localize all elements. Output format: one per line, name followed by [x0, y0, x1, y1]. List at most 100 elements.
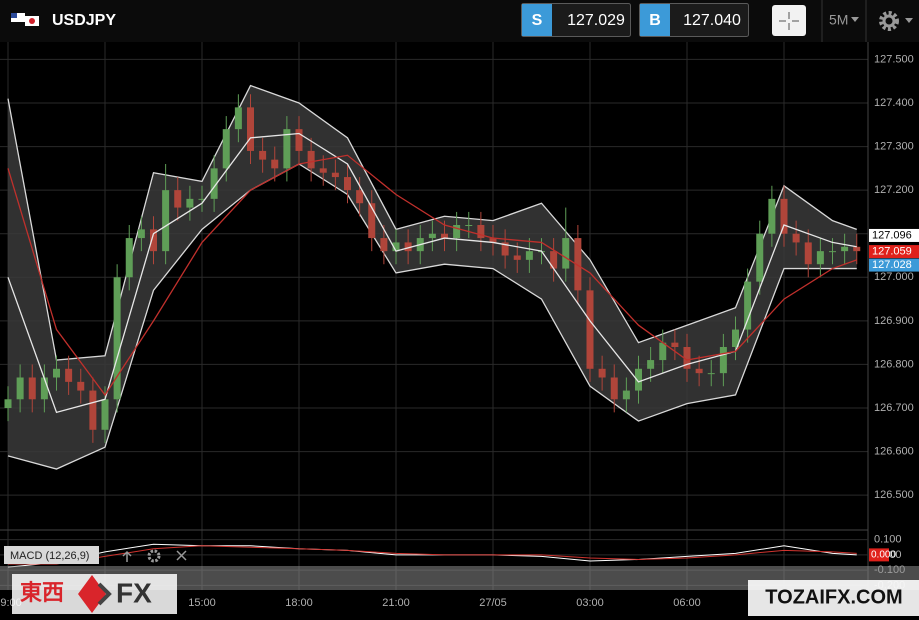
chart-layer: 126.500 126.600 126.700 126.800 126.900 127.0…	[0, 42, 919, 609]
candle-body	[695, 368, 703, 374]
price-tag	[869, 228, 919, 242]
flag-us-canton	[11, 13, 17, 18]
candle-body	[125, 238, 133, 278]
candle-body	[4, 399, 12, 408]
candle-body	[16, 377, 24, 400]
candle-body	[562, 238, 570, 269]
candle-body	[137, 229, 145, 239]
x-tick-label: 15:00	[188, 597, 216, 609]
y-tick-label: 127.000	[874, 271, 914, 283]
candle-body	[319, 168, 327, 173]
band-fill	[8, 85, 857, 470]
flag-jp-sun	[29, 18, 35, 24]
logo-cjk: 東西	[20, 580, 64, 605]
y-tick-label: 126.900	[874, 315, 914, 327]
candle-body	[841, 246, 849, 252]
x-tick-label: 06:00	[673, 597, 701, 609]
timeframe-caret	[851, 17, 859, 22]
candle-body	[792, 233, 800, 243]
x-tick-label: 21:00	[382, 597, 410, 609]
candle-body	[829, 251, 836, 253]
y-tick-label: 126.700	[874, 402, 914, 414]
logo-latin: FX	[116, 577, 152, 608]
candle-body	[356, 190, 364, 204]
macd-label-box[interactable]	[4, 546, 99, 564]
candle-body	[744, 281, 752, 330]
y-tick-label: 126.500	[874, 489, 914, 501]
macd-title[interactable]: MACD (12,26,9)	[10, 550, 89, 562]
candle-body	[525, 251, 533, 260]
macd-close[interactable]	[176, 550, 187, 561]
price-tag-label: 127.096	[872, 229, 912, 241]
gear-teeth[interactable]	[879, 11, 899, 31]
candle-body	[307, 150, 315, 169]
macd-tag-label: 0.000	[871, 550, 896, 561]
x-tick-label: 03:00	[576, 597, 604, 609]
candle-body	[768, 198, 776, 234]
buy-label[interactable]: B	[649, 12, 661, 29]
buy-button[interactable]: B 127.040	[639, 3, 749, 37]
candle-body	[271, 159, 279, 169]
price-tag	[869, 258, 919, 272]
crosshair-box[interactable]	[772, 5, 806, 36]
candle-body	[513, 255, 521, 260]
sell-badge[interactable]	[522, 4, 552, 36]
candle-body	[732, 329, 739, 347]
settings-button[interactable]	[879, 11, 899, 31]
price-tag-label: 127.059	[872, 245, 912, 257]
logo-chevron	[97, 582, 112, 606]
sell-button[interactable]: S 127.029	[521, 3, 631, 37]
symbol[interactable]: USDJPY	[52, 12, 116, 29]
y-tick-label: 127.300	[874, 140, 914, 152]
candle-body	[622, 390, 630, 400]
site: TOZAIFX.COM	[765, 586, 902, 608]
timeframe[interactable]: 5M	[829, 12, 848, 28]
candle-body	[150, 229, 157, 252]
gear-ring[interactable]	[882, 14, 896, 28]
candle-body	[477, 225, 485, 239]
candle-body	[53, 368, 60, 378]
candle-body	[368, 203, 376, 239]
buy-price[interactable]: 127.040	[683, 12, 741, 29]
candle-body	[647, 360, 655, 369]
candle-body	[162, 190, 170, 252]
candle-body	[113, 277, 121, 400]
x-tick-label: 27/05	[479, 597, 507, 609]
candle-body	[816, 251, 824, 265]
candle-body	[234, 107, 242, 130]
moving-average	[7, 154, 857, 397]
candle-body	[586, 290, 594, 369]
sell-price[interactable]: 127.029	[567, 12, 625, 29]
candle-body	[671, 342, 679, 347]
header-bar	[0, 0, 919, 42]
candle-body	[198, 198, 206, 200]
flag-us	[11, 13, 25, 22]
candle-body	[804, 242, 812, 265]
band-upper	[7, 84, 857, 361]
candle-body	[65, 368, 73, 382]
macd-move[interactable]	[122, 550, 132, 562]
candle-body	[283, 129, 291, 169]
sell-label[interactable]: S	[532, 12, 543, 29]
site-backdrop	[748, 580, 919, 616]
crosshair-icon	[779, 12, 799, 30]
macd-settings[interactable]	[147, 549, 161, 563]
candle-body	[295, 129, 303, 151]
candle-body	[465, 225, 473, 226]
candle-body	[453, 225, 461, 239]
candle-body	[89, 390, 97, 430]
settings-caret	[905, 18, 913, 23]
candle-body	[77, 381, 85, 391]
candle-body	[610, 377, 618, 400]
candle-body	[756, 233, 764, 282]
y-tick-label: 127.400	[874, 97, 914, 109]
candle-body	[40, 377, 48, 400]
candle-body	[344, 177, 351, 191]
crosshair-button[interactable]	[772, 5, 806, 36]
y-tick-label: 126.800	[874, 358, 914, 370]
candle-body	[441, 233, 448, 239]
buy-badge[interactable]	[640, 4, 670, 36]
candle-body	[683, 347, 691, 369]
